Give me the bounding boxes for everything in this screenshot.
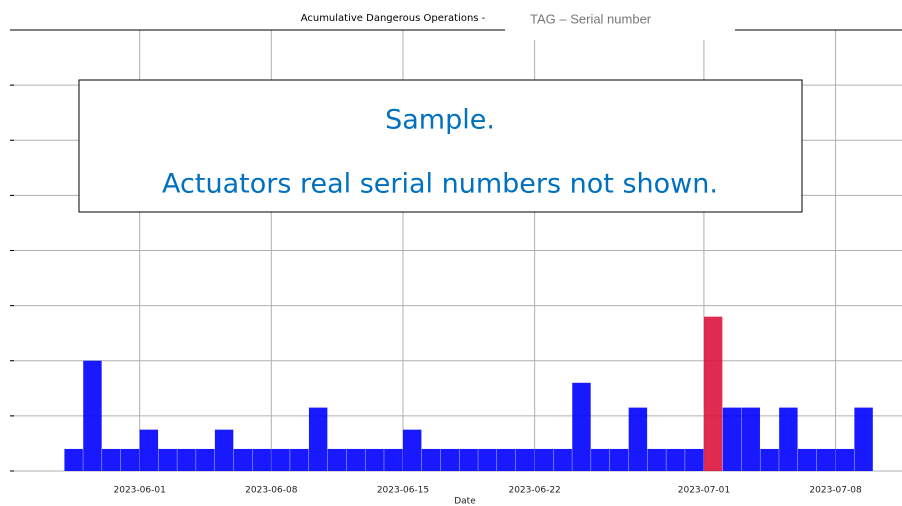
x-axis-label: Date bbox=[454, 497, 476, 506]
x-tick-label: 2023-07-08 bbox=[809, 486, 862, 496]
x-tick-label: 2023-06-01 bbox=[114, 486, 166, 496]
bar bbox=[64, 448, 83, 471]
bar bbox=[308, 407, 328, 471]
bar bbox=[816, 448, 836, 471]
bar bbox=[421, 448, 441, 471]
bar bbox=[534, 448, 554, 471]
bar bbox=[553, 448, 572, 471]
bar bbox=[741, 407, 760, 471]
bar bbox=[327, 448, 347, 471]
bar bbox=[703, 316, 723, 471]
overlay-label: TAG – Serial number bbox=[530, 11, 652, 26]
bar bbox=[102, 448, 121, 471]
x-tick-label: 2023-06-08 bbox=[245, 486, 298, 496]
bar bbox=[196, 448, 215, 471]
bar bbox=[158, 448, 177, 471]
bar bbox=[402, 429, 422, 471]
bar bbox=[591, 448, 610, 471]
bar bbox=[271, 448, 290, 471]
bar bbox=[83, 360, 102, 471]
bar bbox=[177, 448, 196, 471]
bar bbox=[515, 448, 535, 471]
bar bbox=[365, 448, 384, 471]
bar bbox=[478, 448, 497, 471]
x-tick-label: 2023-06-15 bbox=[377, 486, 429, 496]
notice-box bbox=[78, 79, 803, 213]
bar bbox=[290, 448, 309, 471]
bar bbox=[346, 448, 365, 471]
bar bbox=[233, 448, 253, 471]
bar bbox=[214, 429, 234, 471]
notice-line: Actuators real serial numbers not shown. bbox=[162, 169, 718, 200]
bar bbox=[139, 429, 159, 471]
bar bbox=[252, 448, 271, 471]
bar bbox=[609, 448, 629, 471]
bar bbox=[779, 407, 798, 471]
overlay-box bbox=[505, 4, 735, 40]
bar bbox=[854, 407, 873, 471]
bar bbox=[384, 448, 403, 471]
bar bbox=[722, 407, 742, 471]
bar bbox=[628, 407, 648, 471]
bar bbox=[835, 448, 855, 471]
bar bbox=[760, 448, 779, 471]
bar bbox=[797, 448, 817, 471]
bar bbox=[120, 448, 140, 471]
bar bbox=[440, 448, 460, 471]
bar bbox=[572, 382, 591, 471]
notice-line: Sample. bbox=[385, 105, 495, 136]
bar bbox=[647, 448, 666, 471]
x-tick-label: 2023-06-22 bbox=[508, 486, 560, 496]
bar bbox=[666, 448, 685, 471]
bar bbox=[459, 448, 478, 471]
chart-title: Acumulative Dangerous Operations - bbox=[301, 13, 486, 24]
x-tick-label: 2023-07-01 bbox=[678, 486, 730, 496]
bar bbox=[685, 448, 704, 471]
bar bbox=[497, 448, 516, 471]
